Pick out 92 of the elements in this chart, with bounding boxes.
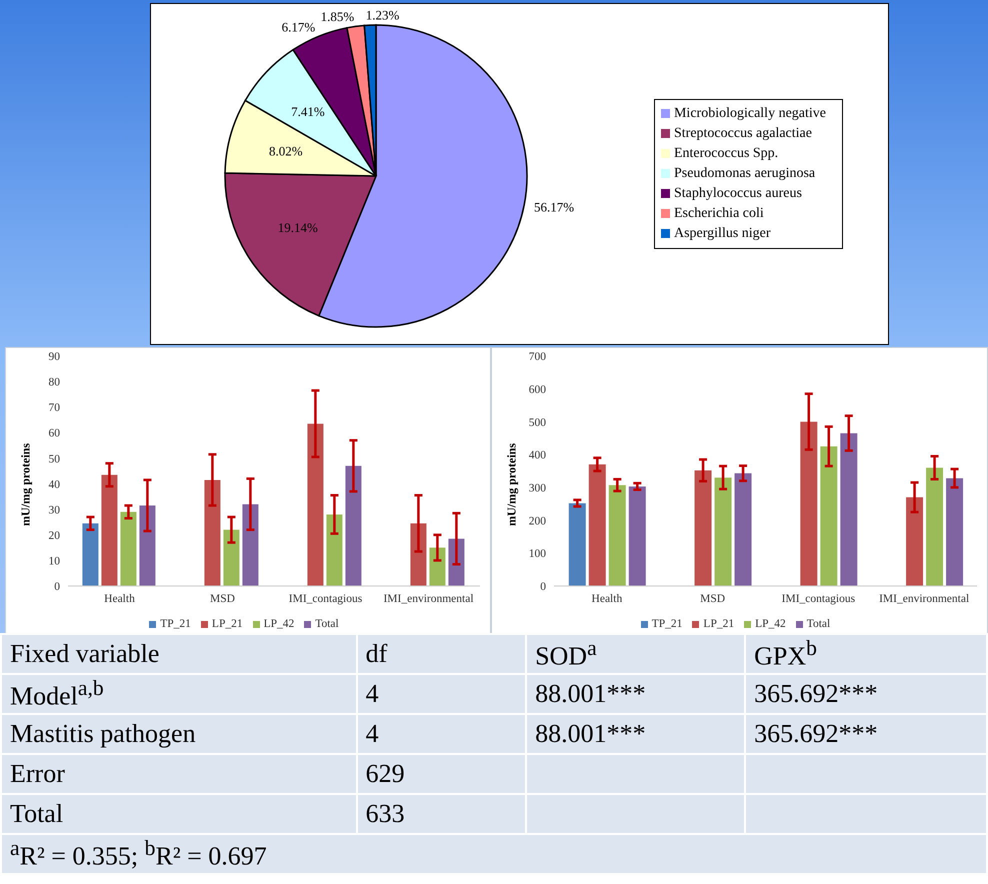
text: Error	[1, 754, 357, 794]
y-tick-label: 50	[48, 453, 60, 466]
bar	[101, 474, 118, 586]
bar	[588, 464, 606, 586]
bar	[204, 480, 220, 586]
bar	[429, 548, 446, 586]
legend-label: LP_42	[755, 618, 786, 630]
legend-label: TP_21	[652, 618, 682, 630]
x-tick-label: Health	[592, 593, 622, 606]
y-tick-label: 60	[48, 428, 60, 440]
x-tick-label: IMI_contagious	[782, 593, 856, 606]
bar	[120, 512, 136, 586]
y-tick-label: 100	[528, 548, 546, 560]
bar	[800, 422, 818, 586]
legend-label: TP_21	[160, 618, 191, 630]
bar	[628, 486, 646, 586]
bar	[926, 468, 944, 586]
category-label: SOD$^{a}$	[526, 634, 746, 674]
y-tick-label: 40	[48, 478, 60, 491]
y-tick-label: 200	[528, 515, 546, 528]
y-tick-label: 30	[48, 504, 60, 516]
data-label: 7.41%	[291, 104, 325, 120]
text: 88.001***	[526, 674, 746, 714]
text: 4	[356, 674, 526, 714]
bar	[307, 424, 324, 586]
y-tick-label: 90	[48, 351, 60, 364]
data-label: 56.17%	[534, 200, 574, 215]
x-tick-label: IMI_environmental	[383, 593, 474, 606]
legend-label: Microbiologically negative	[674, 106, 826, 121]
x-tick-label: IMI_environmental	[879, 593, 970, 606]
legend-label: Total	[315, 618, 339, 630]
legend-label: Pseudomonas aeruginosa	[674, 166, 816, 181]
data-label: 6.17%	[282, 19, 316, 34]
text: Mastitis pathogen	[1, 714, 357, 754]
data-label: 1.23%	[366, 8, 400, 23]
category-label: GPX$^{b}$	[745, 634, 987, 674]
legend-label: Aspergillus niger	[674, 226, 771, 241]
text: Total	[1, 794, 357, 834]
x-tick-label: MSD	[210, 593, 235, 606]
legend-label: Streptococcus agalactiae	[674, 126, 812, 141]
y-tick-label: 10	[48, 556, 60, 568]
bar	[694, 470, 712, 586]
data-label: 8.02%	[269, 143, 303, 158]
y-tick-label: 300	[528, 482, 546, 495]
bar	[946, 478, 964, 586]
bar	[714, 478, 732, 586]
legend-label: Enterococcus Spp.	[674, 146, 778, 161]
legend-label: Escherichia coli	[674, 206, 764, 221]
y-tick-label: 70	[48, 402, 60, 414]
bar	[906, 497, 924, 586]
x-tick-label: MSD	[700, 593, 726, 606]
text: $^{a}$R² = 0.355; $^{b}$R² = 0.697	[1, 834, 987, 874]
text: 629	[356, 754, 526, 794]
y-axis-title: mU/mg proteins	[504, 442, 518, 526]
y-tick-label: 20	[48, 530, 60, 542]
bar	[608, 485, 626, 586]
x-tick-label: IMI_contagious	[288, 593, 363, 606]
text: Model$^{a,b}$	[1, 674, 357, 714]
legend-label: LP_21	[212, 618, 243, 630]
data-label: 19.14%	[278, 220, 318, 235]
y-tick-label: 700	[528, 351, 546, 364]
bar	[139, 506, 156, 586]
text: 365.692***	[745, 674, 987, 714]
data-label: 1.85%	[320, 8, 354, 24]
text: 4	[356, 714, 526, 754]
category-label: df	[356, 634, 526, 674]
bar	[568, 503, 586, 586]
y-tick-label: 80	[48, 376, 60, 389]
bar	[345, 466, 362, 586]
bar	[820, 446, 838, 586]
x-tick-label: Health	[104, 593, 136, 606]
y-tick-label: 400	[528, 450, 546, 462]
legend-label: LP_42	[264, 618, 294, 630]
text: 365.692***	[745, 714, 987, 754]
bar	[82, 523, 98, 586]
bar	[223, 530, 240, 586]
legend-label: Total	[806, 618, 830, 630]
y-tick-label: 600	[528, 384, 546, 396]
y-tick-label: 0	[54, 581, 60, 594]
category-label: Fixed variable	[1, 634, 357, 674]
legend-label: Staphylococcus aureus	[674, 186, 802, 201]
bar	[840, 433, 858, 586]
text: 633	[356, 794, 526, 834]
text: 88.001***	[526, 714, 746, 754]
bar	[410, 523, 426, 586]
y-axis-title: mU/mg proteins	[18, 442, 32, 526]
y-tick-label: 0	[540, 581, 546, 594]
bar	[734, 473, 752, 586]
y-tick-label: 500	[528, 416, 546, 429]
legend-label: LP_21	[703, 618, 734, 630]
bar	[242, 504, 258, 586]
bar	[326, 514, 342, 586]
